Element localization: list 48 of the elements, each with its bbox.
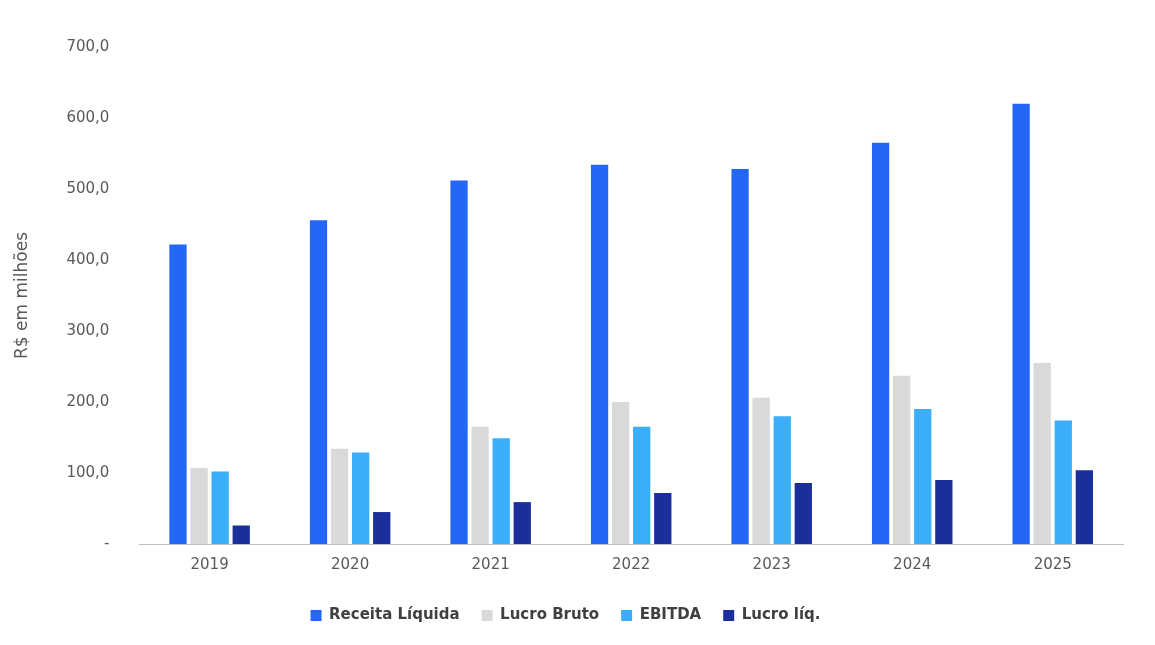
x-tick-label: 2024	[893, 554, 932, 573]
bar	[1075, 470, 1093, 544]
x-tick-label: 2022	[612, 554, 651, 573]
bar	[190, 468, 208, 544]
x-tick-label: 2021	[471, 554, 510, 573]
bar	[914, 409, 932, 544]
y-tick-label: 200,0	[66, 391, 110, 410]
bar	[352, 452, 370, 544]
bar	[1033, 362, 1051, 544]
bar	[935, 480, 953, 544]
bar	[611, 402, 630, 544]
legend-label: Lucro líq.	[741, 605, 821, 624]
bar	[654, 492, 672, 544]
bar	[309, 220, 328, 544]
bar	[871, 142, 890, 544]
bar	[773, 416, 791, 544]
bar	[330, 448, 349, 544]
y-tick-label: 700,0	[66, 36, 110, 55]
bar	[1012, 103, 1030, 544]
bar	[373, 512, 391, 544]
bar	[731, 169, 749, 544]
bar	[752, 397, 770, 544]
legend-label: Lucro Bruto	[500, 605, 600, 624]
x-tick-label: 2019	[190, 554, 229, 573]
bar	[211, 471, 229, 544]
y-tick-label: 100,0	[66, 462, 110, 481]
bar	[232, 525, 250, 544]
y-tick-label: 300,0	[66, 320, 110, 339]
bar	[633, 426, 651, 544]
y-tick-label: 400,0	[66, 249, 110, 268]
x-tick-label: 2023	[752, 554, 791, 573]
bar	[450, 180, 468, 544]
bar	[1054, 420, 1072, 544]
y-tick-label: 500,0	[66, 178, 110, 197]
bar	[794, 482, 812, 544]
y-tick-label: 600,0	[66, 107, 110, 126]
bar	[513, 502, 531, 544]
bar	[471, 426, 489, 544]
bar	[893, 375, 911, 544]
legend-label: Receita Líquida	[329, 605, 460, 624]
bar	[492, 438, 510, 544]
bar	[590, 164, 609, 544]
x-tick-label: 2020	[331, 554, 370, 573]
y-axis-title: R$ em milhões	[10, 231, 31, 359]
x-tick-label: 2025	[1033, 554, 1072, 573]
bar	[169, 244, 187, 544]
legend-label: EBITDA	[639, 605, 702, 624]
y-tick-label: -	[103, 533, 110, 552]
